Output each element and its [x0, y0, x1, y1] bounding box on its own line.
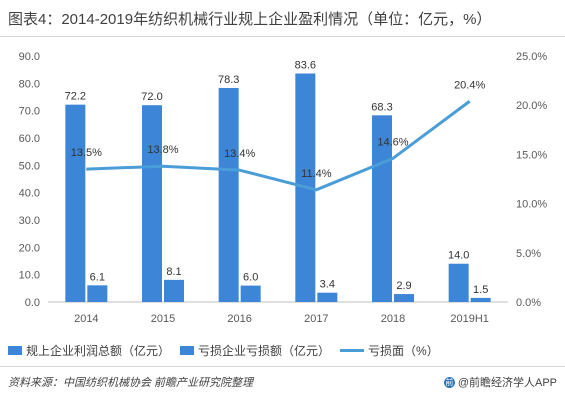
legend-label-loss-ratio: 亏损面（%）: [368, 344, 439, 358]
bar-loss-value-label: 8.1: [166, 266, 181, 278]
legend-swatch-loss: [180, 346, 195, 355]
legend-label-profit: 规上企业利润总额（亿元）: [26, 344, 171, 358]
line-loss-ratio-value-label: 13.5%: [71, 147, 102, 159]
y-left-tick-label: 20.0: [19, 242, 40, 254]
line-loss-ratio-value-label: 11.4%: [301, 168, 332, 180]
bar-loss-value-label: 3.4: [320, 279, 335, 291]
y-right-tick-label: 5.0%: [516, 248, 541, 260]
legend-label-loss: 亏损企业亏损额（亿元）: [198, 344, 331, 358]
source-note: 资料来源：中国纺织机械协会 前瞻产业研究院整理: [8, 377, 254, 389]
y-left-tick-label: 10.0: [19, 270, 40, 282]
line-loss-ratio-value-label: 20.4%: [454, 79, 485, 91]
x-tick-label: 2015: [151, 313, 175, 325]
y-left-tick-label: 0.0: [25, 297, 40, 309]
legend-item-loss-ratio: 亏损面（%）: [340, 342, 439, 359]
footer-divider: [0, 366, 565, 367]
legend-swatch-loss-ratio: [340, 349, 365, 352]
y-left-tick-label: 90.0: [19, 51, 40, 63]
y-left-tick-label: 40.0: [19, 188, 40, 200]
bar-profit-value-label: 78.3: [218, 74, 239, 86]
bar-profit: [142, 105, 162, 302]
bar-profit-value-label: 83.6: [295, 59, 316, 71]
chart-legend: 规上企业利润总额（亿元） 亏损企业亏损额（亿元） 亏损面（%）: [8, 342, 558, 359]
y-right-tick-label: 15.0%: [516, 149, 547, 161]
y-right-tick-label: 25.0%: [516, 51, 547, 63]
bar-loss-value-label: 6.0: [243, 272, 258, 284]
bar-loss: [164, 279, 184, 302]
brand-text: @前瞻经济学人APP: [457, 377, 557, 389]
bar-profit: [448, 263, 469, 302]
y-left-tick-label: 80.0: [19, 78, 40, 90]
bar-loss: [87, 285, 108, 302]
bar-loss: [394, 294, 414, 302]
x-tick-label: 2014: [74, 313, 98, 325]
bar-profit-value-label: 68.3: [371, 101, 392, 113]
bar-loss: [240, 285, 261, 302]
y-right-tick-label: 10.0%: [516, 199, 547, 211]
bar-loss-value-label: 6.1: [90, 271, 105, 283]
y-right-tick-label: 20.0%: [516, 100, 547, 112]
bar-loss-value-label: 2.9: [396, 280, 411, 292]
title-divider: [0, 36, 565, 37]
legend-item-loss: 亏损企业亏损额（亿元）: [180, 342, 330, 359]
x-tick-label: 2018: [381, 313, 405, 325]
y-left-tick-label: 70.0: [19, 106, 40, 118]
line-loss-ratio: [86, 100, 471, 192]
bar-profit: [65, 104, 86, 302]
bar-line-chart: 0.0 10.0 20.0 30.0 40.0 50.0 60.0 70.0 80.0 90.0 0…: [19, 51, 548, 325]
bar-loss: [317, 292, 338, 302]
y-right-tick-label: 0.0%: [516, 297, 541, 309]
x-tick-label: 2016: [227, 313, 251, 325]
chart-title: 图表4：2014-2019年纺织机械行业规上企业盈利情况（单位：亿元，%）: [8, 11, 492, 28]
brand-credit: 前 @前瞻经济学人APP: [443, 374, 557, 390]
y-left-tick-label: 30.0: [19, 215, 40, 227]
legend-item-profit: 规上企业利润总额（亿元）: [8, 342, 170, 359]
bar-profit-value-label: 72.0: [141, 91, 162, 103]
bar-profit-value-label: 72.2: [65, 91, 86, 103]
line-loss-ratio-value-label: 13.4%: [224, 148, 255, 160]
bar-loss-value-label: 1.5: [473, 284, 488, 296]
legend-swatch-profit: [8, 346, 22, 355]
x-tick-label: 2019H1: [450, 313, 489, 325]
line-loss-ratio-value-label: 13.8%: [147, 144, 178, 156]
x-tick-label: 2017: [304, 313, 328, 325]
bar-loss: [470, 297, 491, 302]
bar-profit: [218, 87, 239, 302]
y-left-tick-label: 60.0: [19, 133, 40, 145]
line-loss-ratio-value-label: 14.6%: [377, 136, 408, 148]
y-left-tick-label: 50.0: [19, 160, 40, 172]
bar-profit-value-label: 14.0: [448, 250, 469, 262]
brand-logo-icon: 前: [443, 376, 455, 388]
